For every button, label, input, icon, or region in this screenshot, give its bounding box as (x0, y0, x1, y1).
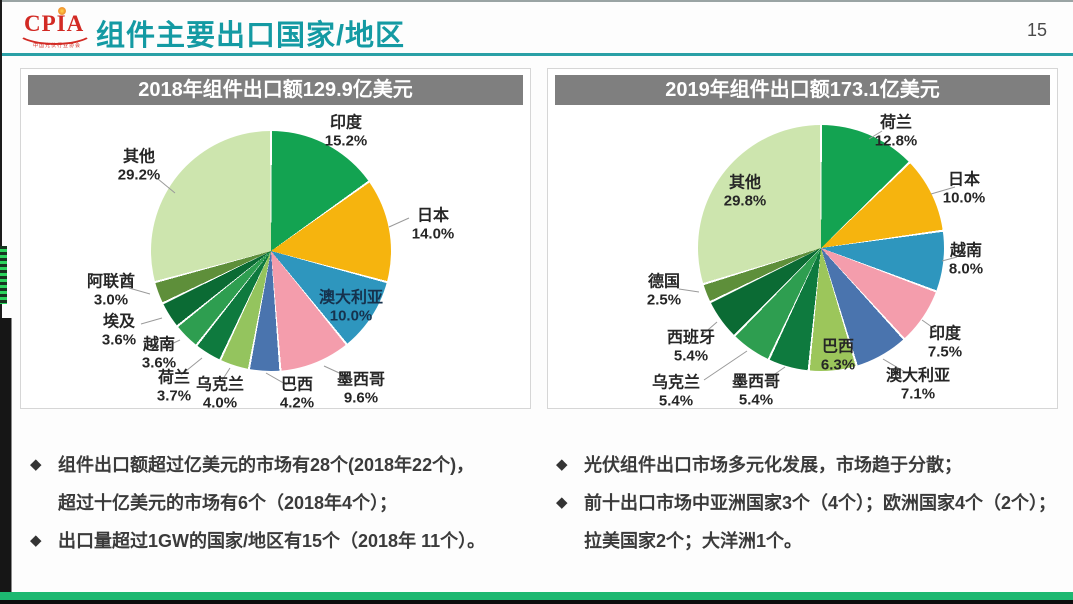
window-left-edge-lower (0, 318, 12, 604)
pie-label-ukraine-2018: 乌克兰 4.0% (195, 376, 245, 412)
bullet-text: 出口量超过1GW的国家/地区有15个（2018年 11个）。 (58, 531, 486, 551)
bullet-text: 光伏组件出口市场多元化发展，市场趋于分散； (584, 455, 962, 475)
bullet-item: ◆ 光伏组件出口市场多元化发展，市场趋于分散； (556, 446, 1061, 484)
pie-label-others-2018: 其他 29.2% (117, 148, 161, 184)
side-panel-handle[interactable] (0, 237, 8, 313)
pie-label-japan-2019: 日本 10.0% (942, 171, 986, 207)
pie-label-others-2019: 其他 29.8% (723, 174, 767, 210)
sun-icon (58, 7, 66, 15)
chart-panel-2019: 2019年组件出口额173.1亿美元 荷兰 12.8% 日本 10.0% (547, 68, 1058, 410)
cpia-logo-subtext: 中国光伏行业协会 (32, 43, 81, 49)
chart-title-2019: 2019年组件出口额173.1亿美元 (555, 75, 1050, 105)
bottom-black-bar (0, 600, 1073, 604)
bullet-text: 前十出口市场中亚洲国家3个（4个）；欧洲国家4个（2个）； (584, 493, 1057, 513)
bullet-item: ◆ 组件出口额超过亿美元的市场有28个(2018年22个)， 超过十亿美元的市场… (30, 446, 535, 522)
bottom-green-bar (0, 592, 1073, 600)
bullet-list-left: ◆ 组件出口额超过亿美元的市场有28个(2018年22个)， 超过十亿美元的市场… (30, 446, 535, 560)
pie-label-egypt-2018: 埃及 3.6% (101, 313, 137, 349)
page-number: 15 (1026, 20, 1047, 40)
bullet-list-right: ◆ 光伏组件出口市场多元化发展，市场趋于分散； ◆ 前十出口市场中亚洲国家3个（… (556, 446, 1061, 560)
diamond-bullet-icon: ◆ (30, 532, 42, 549)
bullet-text: 组件出口额超过亿美元的市场有28个(2018年22个)， (58, 455, 475, 475)
pie-label-ukraine-2019: 乌克兰 5.4% (651, 374, 701, 410)
bullet-item: ◆ 出口量超过1GW的国家/地区有15个（2018年 11个）。 (30, 522, 535, 560)
chart-panel-2018: 2018年组件出口额129.9亿美元 印度 15.2% 日本 14.0% (20, 68, 531, 412)
pie-label-vietnam-2018: 越南 3.6% (141, 336, 177, 372)
pie-label-netherlands-2019: 荷兰 12.8% (874, 114, 918, 150)
pie-label-brazil-2019: 巴西 6.3% (820, 338, 856, 374)
chart-title-2018: 2018年组件出口额129.9亿美元 (28, 75, 523, 105)
diamond-bullet-icon: ◆ (556, 494, 568, 511)
pie-label-mexico-2019: 墨西哥 5.4% (731, 373, 781, 409)
bullet-text: 拉美国家2个；大洋洲1个。 (584, 531, 803, 551)
pie-label-spain-2019: 西班牙 5.4% (666, 329, 716, 365)
bullet-text: 超过十亿美元的市场有6个（2018年4个）； (58, 493, 398, 513)
pie-label-japan-2018: 日本 14.0% (411, 207, 455, 243)
pie-label-australia-2019: 澳大利亚 7.1% (885, 367, 951, 403)
pie-label-uae-2018: 阿联酋 3.0% (86, 273, 136, 309)
bullet-item: ◆ 前十出口市场中亚洲国家3个（4个）；欧洲国家4个（2个）； 拉美国家2个；大… (556, 484, 1061, 560)
diamond-bullet-icon: ◆ (30, 456, 42, 473)
logo-arc (16, 17, 94, 45)
pie-label-india-2018: 印度 15.2% (324, 114, 368, 150)
pie-chart-2019 (698, 125, 944, 371)
pie-chart-2018 (151, 131, 391, 371)
pie-label-brazil-2018: 巴西 4.2% (279, 376, 315, 412)
pie-label-australia-2018: 澳大利亚 10.0% (318, 289, 384, 325)
window-top-edge (0, 0, 1073, 2)
pie-label-germany-2019: 德国 2.5% (646, 273, 682, 309)
header-divider (0, 53, 1073, 56)
diamond-bullet-icon: ◆ (556, 456, 568, 473)
pie-label-vietnam-2019: 越南 8.0% (948, 242, 984, 278)
page-title: 组件主要出口国家/地区 (96, 20, 406, 52)
cpia-logo: CPIA 中国光伏行业协会 (14, 5, 94, 51)
pie-label-india-2019: 印度 7.5% (927, 325, 963, 361)
pie-label-mexico-2018: 墨西哥 9.6% (336, 371, 386, 407)
